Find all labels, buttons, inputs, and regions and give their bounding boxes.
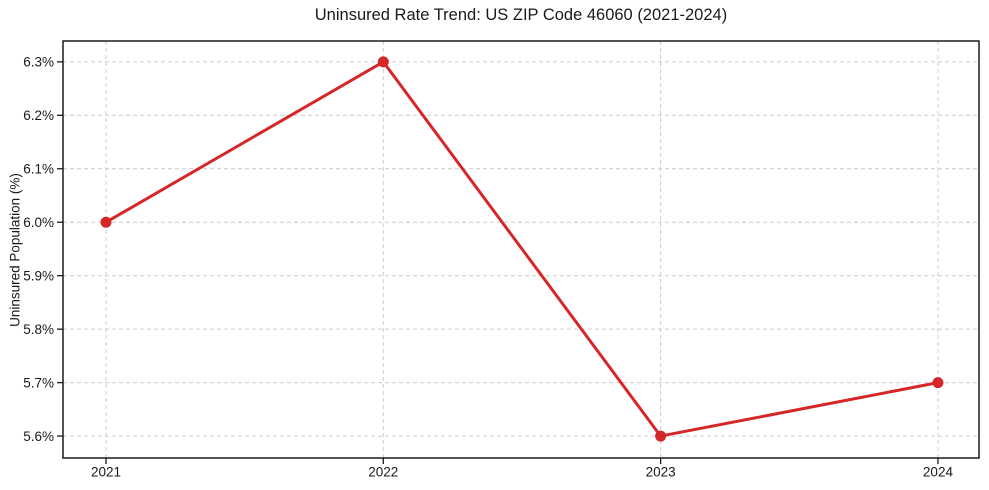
data-point [932, 377, 944, 389]
y-tick-label: 6.2% [23, 108, 54, 123]
y-tick-label: 5.7% [23, 375, 54, 390]
y-tick-label: 6.0% [23, 215, 54, 230]
y-tick-label: 6.3% [23, 55, 54, 70]
y-tick-label: 6.1% [23, 161, 54, 176]
x-tick-label: 2023 [646, 465, 676, 480]
x-tick-label: 2024 [923, 465, 954, 480]
data-point [377, 56, 389, 68]
x-tick-label: 2022 [368, 465, 398, 480]
trend-line [104, 60, 940, 438]
chart-title: Uninsured Rate Trend: US ZIP Code 46060 … [314, 6, 728, 24]
plot-border [62, 40, 980, 459]
y-tick-label: 5.6% [23, 429, 54, 444]
data-point [655, 430, 667, 442]
y-tick-label: 5.8% [23, 322, 54, 337]
y-tick-label: 5.9% [23, 268, 54, 283]
data-point [100, 216, 112, 228]
x-tick-label: 2021 [91, 465, 121, 480]
